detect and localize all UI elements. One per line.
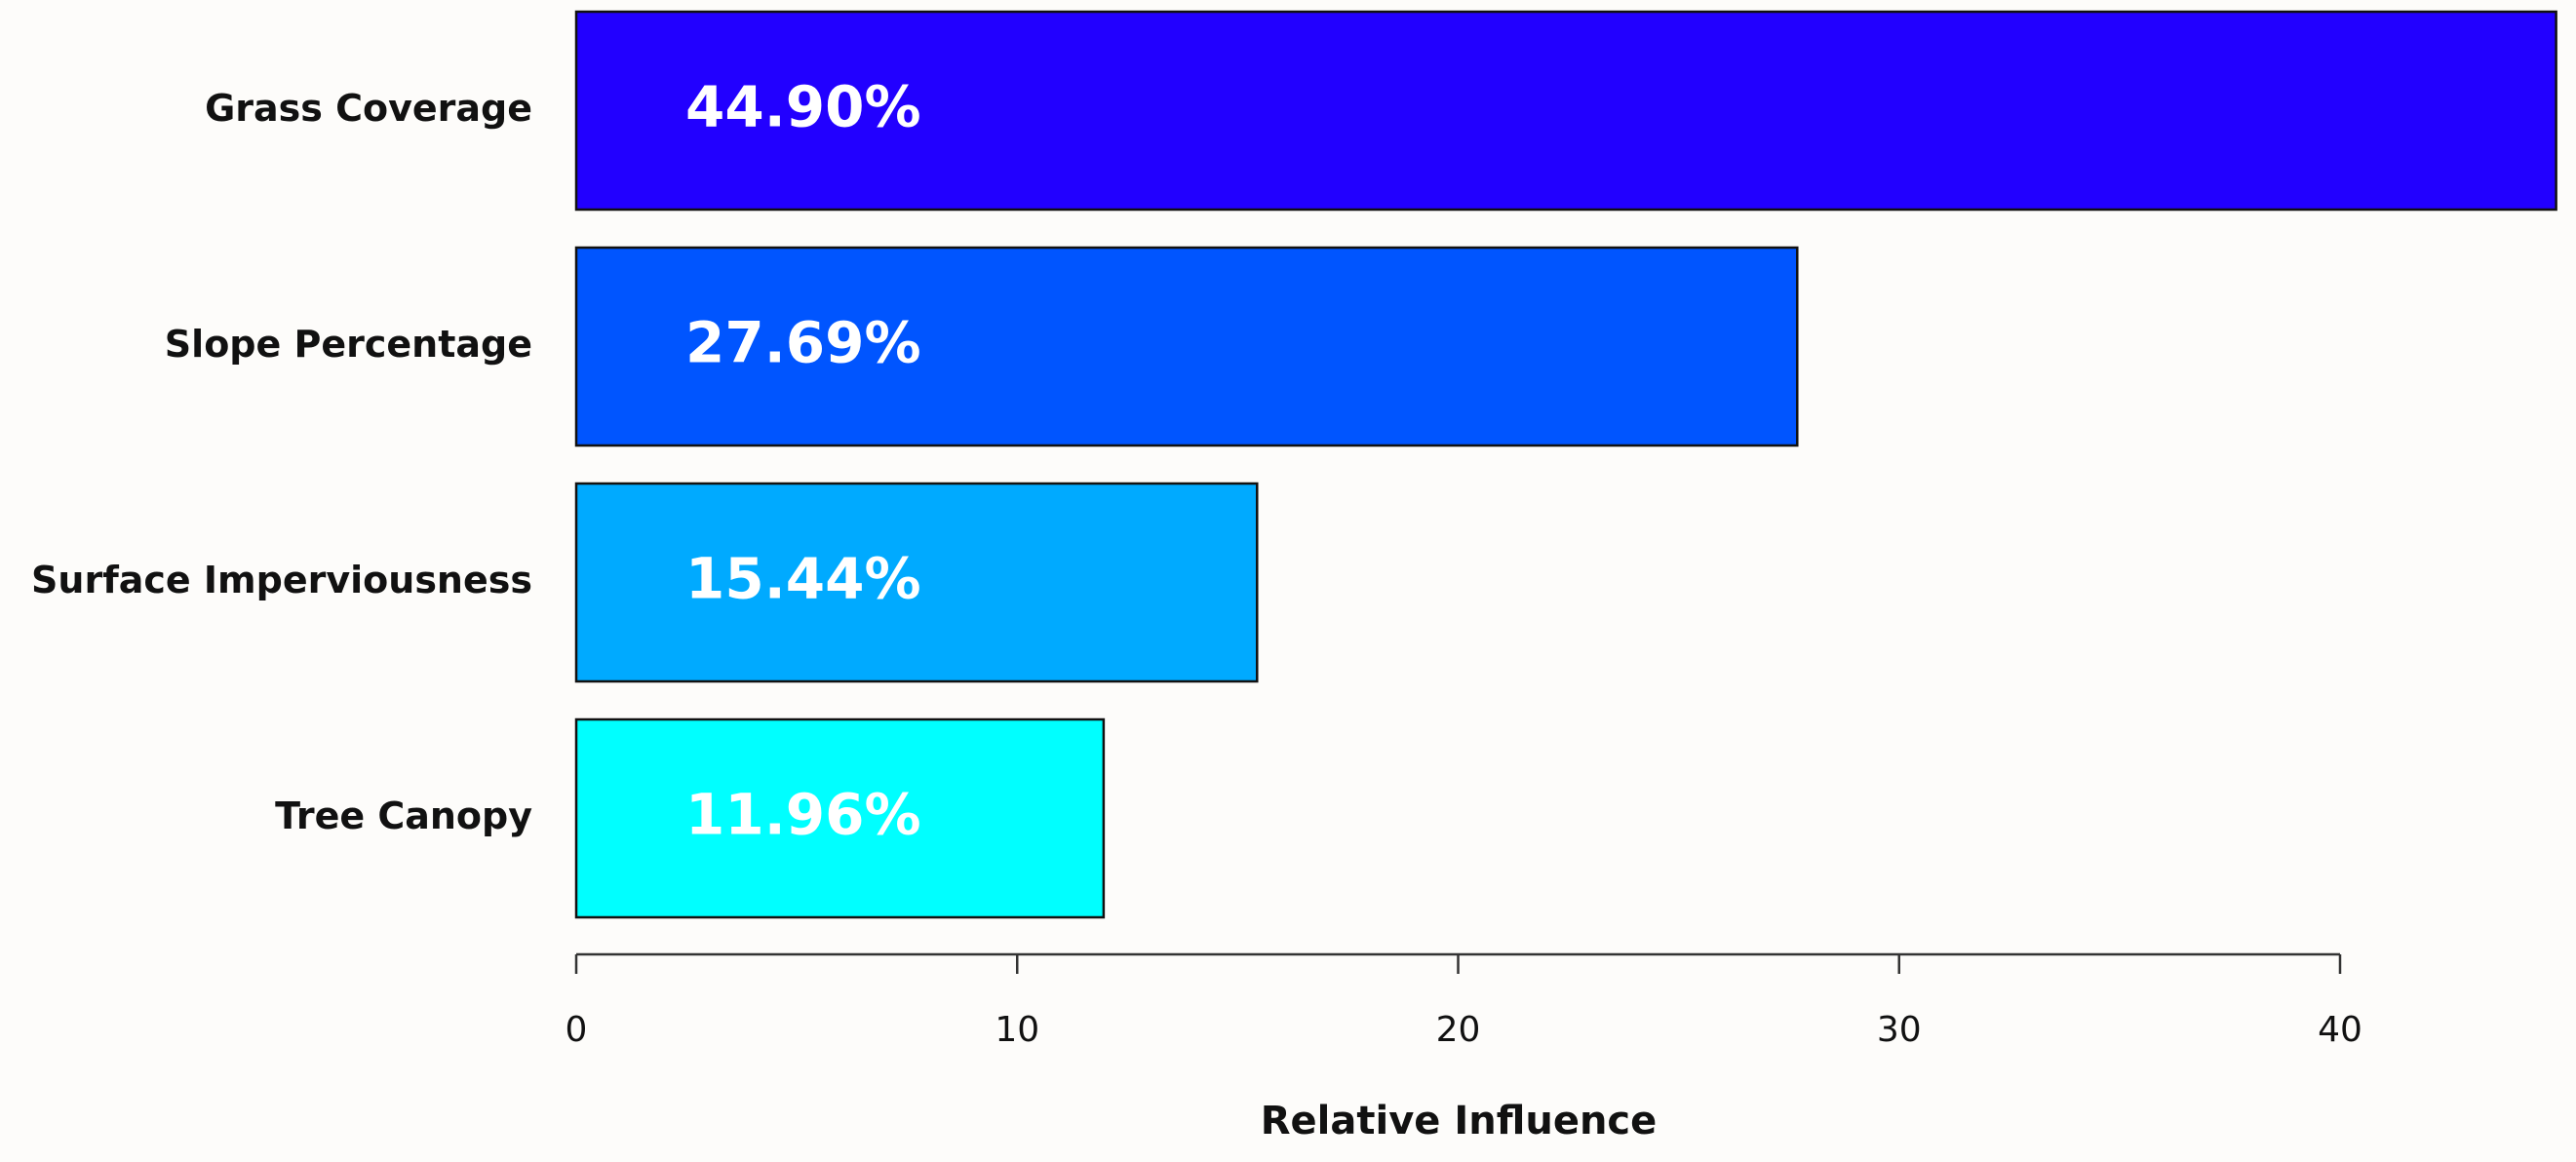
value-label: 27.69%: [685, 310, 921, 376]
category-label: Tree Canopy: [275, 794, 532, 837]
category-label: Grass Coverage: [205, 87, 532, 130]
x-tick-label: 40: [2318, 1010, 2362, 1050]
x-tick-label: 0: [566, 1010, 588, 1050]
value-label: 11.96%: [685, 782, 921, 848]
value-label: 44.90%: [685, 74, 921, 140]
category-label: Surface Imperviousness: [31, 559, 532, 601]
category-label: Slope Percentage: [165, 323, 532, 366]
bar: [574, 246, 1799, 447]
bar: [574, 482, 1259, 683]
value-label: 15.44%: [685, 546, 921, 612]
x-tick-label: 30: [1877, 1010, 1922, 1050]
x-tick-label: 10: [995, 1010, 1039, 1050]
bar: [574, 717, 1106, 919]
bar: [574, 10, 2557, 212]
x-axis-title: Relative Influence: [1261, 1099, 1658, 1143]
x-tick-label: 20: [1436, 1010, 1481, 1050]
